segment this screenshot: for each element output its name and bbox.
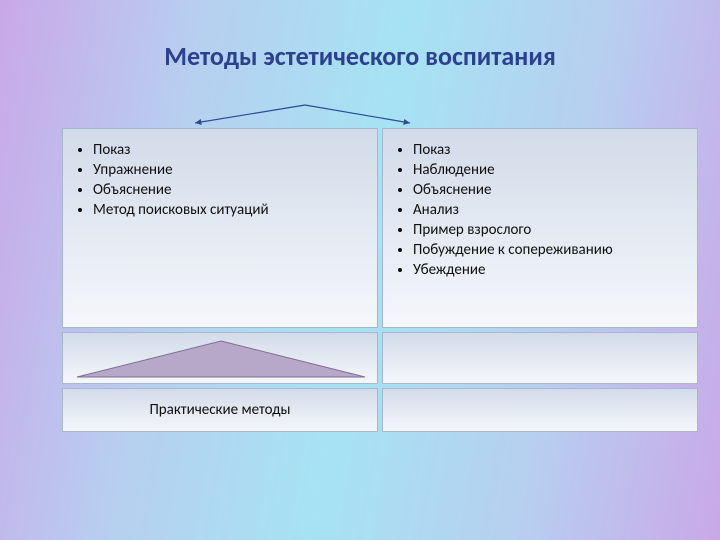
right-methods-box: Показ Наблюдение Объяснение Анализ Пример вз… bbox=[382, 128, 698, 328]
right-triangle-cell bbox=[382, 332, 698, 384]
list-item: Анализ bbox=[413, 201, 697, 219]
triangle-icon bbox=[63, 333, 379, 385]
list-item: Метод поисковых ситуаций bbox=[93, 201, 377, 219]
left-triangle-cell bbox=[62, 332, 378, 384]
list-item: Упражнение bbox=[93, 161, 377, 179]
list-item: Убеждение bbox=[413, 261, 697, 279]
right-methods-list: Показ Наблюдение Объяснение Анализ Пример вз… bbox=[383, 129, 697, 291]
list-item: Показ bbox=[413, 141, 697, 159]
left-methods-box: Показ Упражнение Объяснение Метод поисковых… bbox=[62, 128, 378, 328]
list-item: Побуждение к сопереживанию bbox=[413, 241, 697, 259]
left-methods-list: Показ Упражнение Объяснение Метод поисковых… bbox=[63, 129, 377, 231]
list-item: Объяснение bbox=[413, 181, 697, 199]
list-item: Наблюдение bbox=[413, 161, 697, 179]
left-footer-label: Практические методы bbox=[149, 401, 290, 419]
right-footer-cell bbox=[382, 388, 698, 432]
slide: Методы эстетического воспитания ПоказУпр… bbox=[0, 0, 720, 540]
list-item: Показ bbox=[93, 141, 377, 159]
left-footer-cell: Практические методы bbox=[62, 388, 378, 432]
list-item: Объяснение bbox=[93, 181, 377, 199]
list-item: Пример взрослого bbox=[413, 221, 697, 239]
